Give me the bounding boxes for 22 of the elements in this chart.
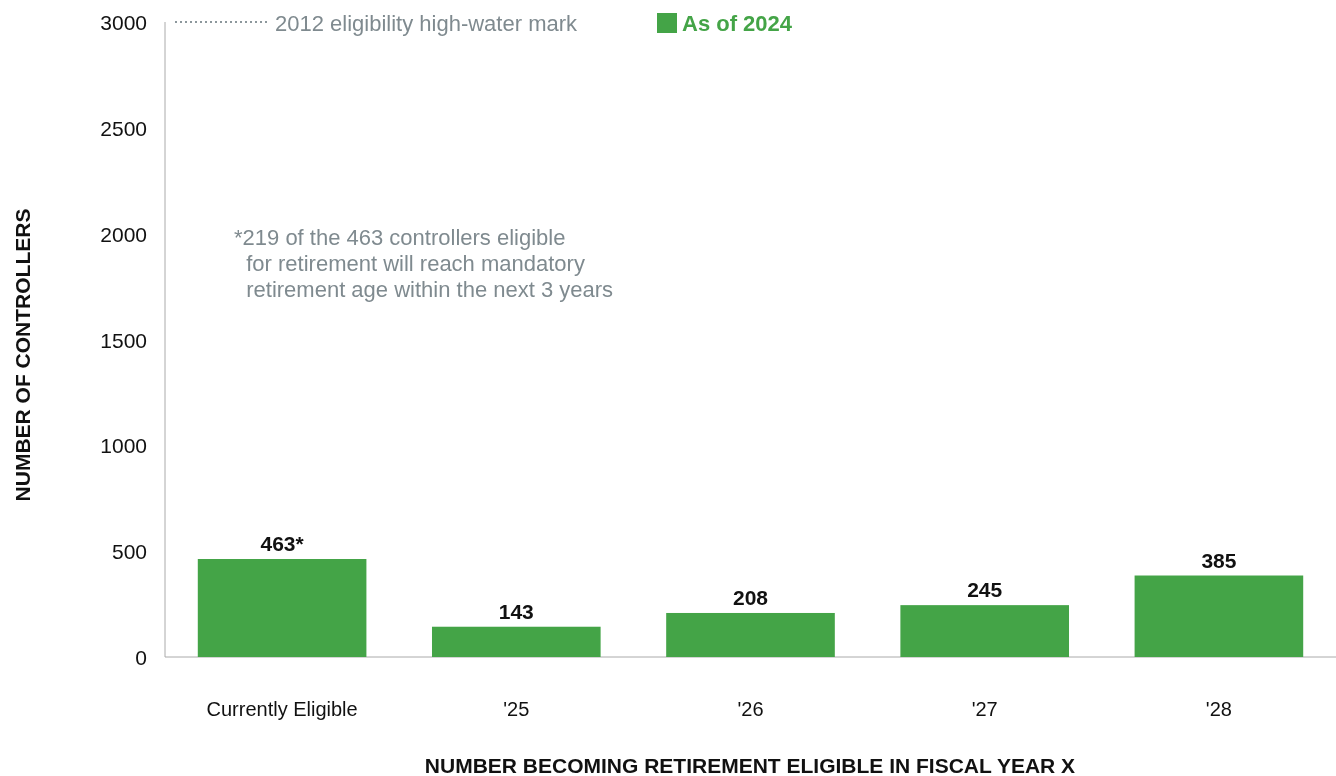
annotation: *219 of the 463 controllers eligible for retirement will reach mandatory retirement age within the next 3 years <box>234 225 614 302</box>
y-tick-label: 1000 <box>100 434 147 458</box>
data-label: 385 <box>1201 548 1237 572</box>
legend-label: As of 2024 <box>682 11 793 36</box>
data-label: 245 <box>967 578 1003 602</box>
x-tick-label: Currently Eligible <box>206 698 358 720</box>
data-label: 208 <box>732 585 769 609</box>
y-tick-label: 1500 <box>100 328 147 352</box>
x-tick-label: '26 <box>737 698 764 720</box>
y-tick-label: 0 <box>135 646 147 669</box>
x-tick-label: '27 <box>971 698 998 720</box>
y-tick-label: 2500 <box>100 116 147 140</box>
data-label: 143 <box>498 599 534 623</box>
y-tick-label: 3000 <box>100 11 147 34</box>
y-tick-label: 500 <box>111 540 147 564</box>
data-label: 463* <box>260 532 305 555</box>
y-tick-label: 2000 <box>100 222 147 246</box>
x-tick-label: '28 <box>1205 698 1232 720</box>
x-tick-label: '25 <box>503 698 530 720</box>
legend-label: 2012 eligibility high-water mark <box>275 11 579 36</box>
y-axis-title: NUMBER OF CONTROLLERS <box>11 208 34 502</box>
x-axis-title: NUMBER BECOMING RETIREMENT ELIGIBLE IN FISCAL YEAR X <box>424 754 1076 776</box>
